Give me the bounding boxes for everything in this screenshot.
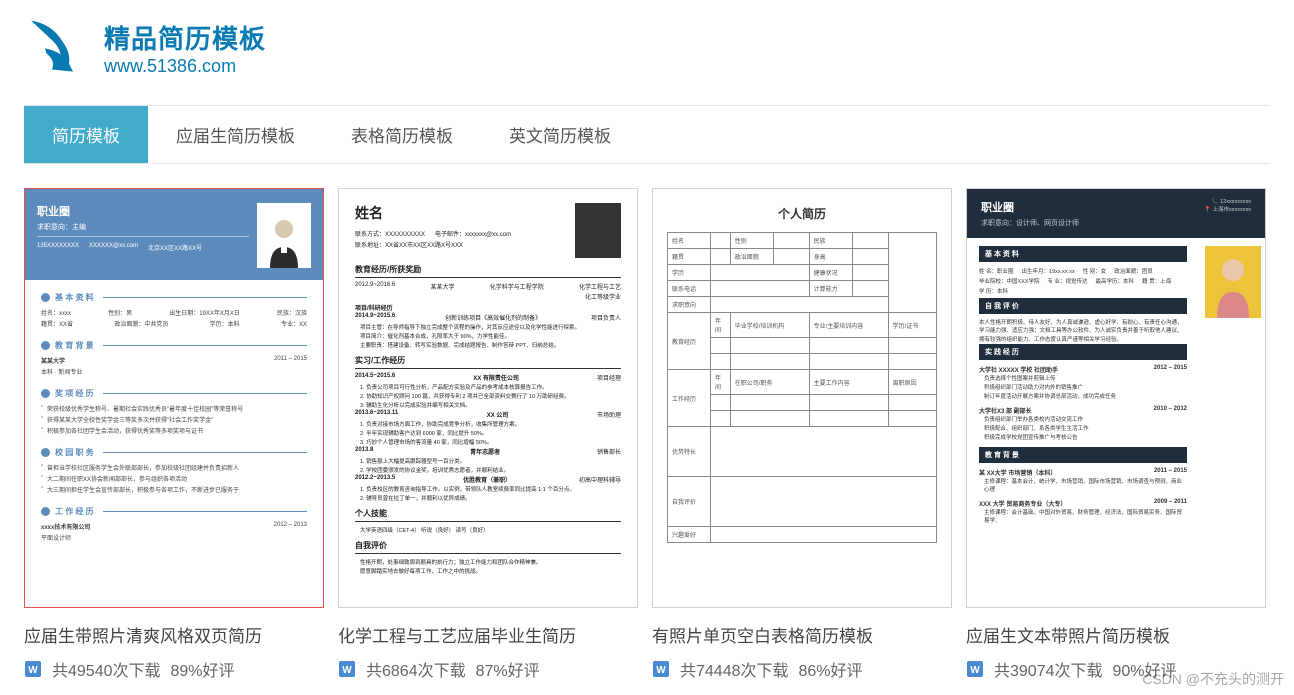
download-count: 共74448次下载: [680, 657, 789, 681]
t1-addr: 北京XX区XX路XX号: [148, 243, 202, 252]
site-header: 精品简历模板 www.51386.com: [24, 10, 1270, 85]
nav-item-table[interactable]: 表格简历模板: [323, 106, 481, 163]
template-title[interactable]: 应届生文本带照片简历模板: [966, 622, 1266, 647]
svg-text:W: W: [970, 665, 980, 676]
rating: 89%好评: [171, 657, 235, 681]
t4-h-basic: 基 本 资 料: [979, 246, 1187, 262]
t1-tagline: 求职意向：主编: [37, 222, 249, 237]
template-title[interactable]: 化学工程与工艺应届毕业生简历: [338, 622, 638, 647]
svg-text:W: W: [28, 665, 38, 676]
svg-text:W: W: [342, 665, 352, 676]
t1-h-work: 工 作 经 历: [41, 506, 307, 517]
template-title[interactable]: 有照片单页空白表格简历模板: [652, 622, 952, 647]
template-thumbnail[interactable]: 职业圈 求职意向：主编 135XXXXXXXX XXXXXX@xx.com 北京…: [24, 188, 324, 608]
rating: 86%好评: [799, 657, 863, 681]
t4-tagline: 求职意向：设计师、网页设计师: [981, 218, 1079, 228]
template-title[interactable]: 应届生带照片清爽风格双页简历: [24, 622, 324, 647]
t1-name: 职业圈: [37, 203, 249, 219]
template-thumbnail[interactable]: 个人简历 姓名性别民族 籍贯政治面貌身高 学历健康状况 联系电话计算能力 求职意…: [652, 188, 952, 608]
word-doc-icon: W: [652, 660, 670, 678]
t2-h-edu: 教育经历/所获奖励: [355, 264, 621, 278]
t2-photo: [575, 203, 621, 258]
template-grid: 职业圈 求职意向：主编 135XXXXXXXX XXXXXX@xx.com 北京…: [24, 188, 1270, 681]
logo-title: 精品简历模板: [104, 19, 266, 56]
template-card: 职业圈 求职意向：设计师、网页设计师 📞 12xxxxxxxxx 📍 上海市xx…: [966, 188, 1266, 681]
t4-h-edu: 教 育 背 景: [979, 447, 1187, 463]
t1-email: XXXXXX@xx.com: [89, 243, 138, 252]
t1-h-campus: 校 园 职 务: [41, 447, 307, 458]
t1-phone: 135XXXXXXXX: [37, 243, 79, 252]
t1-photo: [257, 203, 311, 268]
download-count: 共49540次下载: [52, 657, 161, 681]
t1-h-award: 奖 项 经 历: [41, 388, 307, 399]
nav-item-english[interactable]: 英文简历模板: [481, 106, 639, 163]
svg-text:W: W: [656, 665, 666, 676]
t4-h-exp: 实 践 经 历: [979, 344, 1187, 360]
category-nav: 简历模板 应届生简历模板 表格简历模板 英文简历模板: [24, 105, 1270, 164]
template-thumbnail[interactable]: 姓名 联系方式：XXXXXXXXXX电子邮件：xxxxxxx@xx.com 联系…: [338, 188, 638, 608]
nav-item-graduate[interactable]: 应届生简历模板: [148, 106, 323, 163]
t4-name: 职业圈: [981, 199, 1079, 215]
template-card: 职业圈 求职意向：主编 135XXXXXXXX XXXXXX@xx.com 北京…: [24, 188, 324, 681]
t2-h-self: 自我评价: [355, 540, 621, 554]
template-thumbnail[interactable]: 职业圈 求职意向：设计师、网页设计师 📞 12xxxxxxxxx 📍 上海市xx…: [966, 188, 1266, 608]
rating: 90%好评: [1113, 657, 1177, 681]
site-logo[interactable]: 精品简历模板 www.51386.com: [24, 10, 266, 85]
word-doc-icon: W: [24, 660, 42, 678]
download-count: 共39074次下载: [994, 657, 1103, 681]
t4-photo: [1205, 246, 1261, 318]
t1-h-edu: 教 育 背 景: [41, 340, 307, 351]
t4-h-self: 自 我 评 价: [979, 298, 1187, 314]
bird-logo-icon: [24, 10, 94, 85]
t2-name: 姓名: [355, 203, 575, 223]
template-card: 个人简历 姓名性别民族 籍贯政治面貌身高 学历健康状况 联系电话计算能力 求职意…: [652, 188, 952, 681]
logo-url: www.51386.com: [104, 56, 266, 77]
t2-h-proj: 项目/科研经历: [355, 303, 621, 312]
template-card: 姓名 联系方式：XXXXXXXXXX电子邮件：xxxxxxx@xx.com 联系…: [338, 188, 638, 681]
t1-h-basic: 基 本 资 料: [41, 292, 307, 303]
t3-table: 姓名性别民族 籍贯政治面貌身高 学历健康状况 联系电话计算能力 求职意向 教育经…: [667, 232, 937, 543]
t2-h-work: 实习/工作经历: [355, 355, 621, 369]
word-doc-icon: W: [338, 660, 356, 678]
rating: 87%好评: [476, 657, 540, 681]
nav-item-templates[interactable]: 简历模板: [24, 106, 148, 163]
t2-h-skill: 个人技能: [355, 508, 621, 522]
word-doc-icon: W: [966, 660, 984, 678]
t3-title: 个人简历: [667, 205, 937, 222]
download-count: 共6864次下载: [366, 657, 466, 681]
